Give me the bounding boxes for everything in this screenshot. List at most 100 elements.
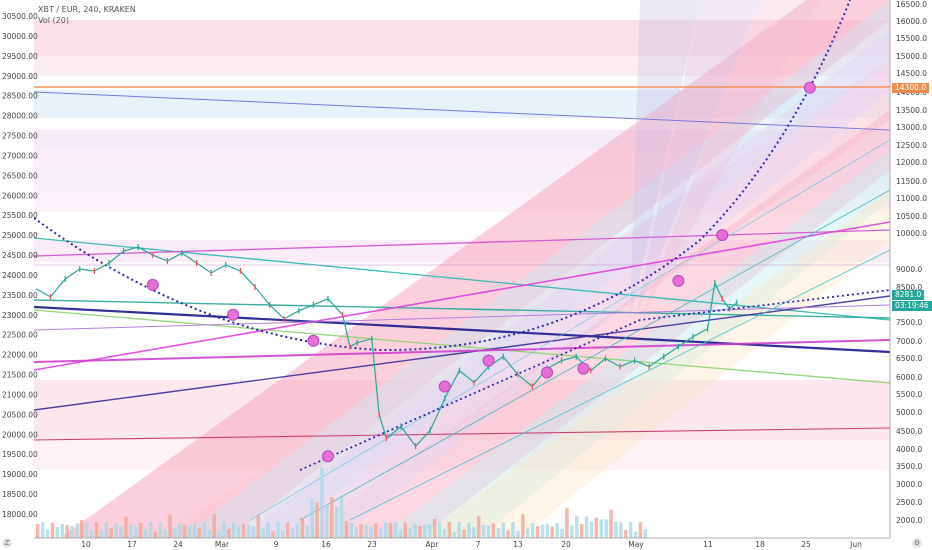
left-axis-tick-label: 29000.00 — [2, 72, 38, 81]
right-axis-tick-label: 13000.0 — [896, 123, 927, 132]
pivot-marker — [541, 366, 553, 379]
left-axis-tick-label: 23000.00 — [2, 311, 38, 320]
diagonal-band — [240, 30, 890, 538]
volume-bar — [85, 522, 89, 538]
left-axis-tick-label: 26500.00 — [2, 171, 38, 180]
right-axis-tick-label: 15000.0 — [896, 52, 927, 61]
volume-bar — [236, 526, 241, 538]
volume-bar — [609, 509, 613, 538]
volume-bar — [545, 524, 550, 538]
left-axis-tick-label: 24500.00 — [2, 251, 38, 260]
volume-bar — [315, 502, 319, 538]
time-axis-tick-label: Apr — [426, 540, 440, 549]
volume-bar — [359, 524, 363, 538]
left-axis-tick-label: 28500.00 — [2, 92, 38, 101]
right-axis-tick-label: 15500.0 — [896, 34, 927, 43]
volume-bar — [80, 520, 84, 538]
time-axis-tick-label: 23 — [367, 540, 377, 549]
right-axis-tick-label: 8500.0 — [896, 283, 922, 292]
left-axis-tick-label: 26000.00 — [2, 191, 38, 200]
volume-bar — [457, 522, 461, 538]
price-tag-last-price: 8281.0 — [892, 290, 925, 300]
right-axis-tick-label: 6500.0 — [896, 354, 922, 363]
volume-bar — [589, 521, 594, 538]
diagonal-band — [300, 110, 890, 538]
volume-bar — [383, 522, 388, 538]
volume-bar — [393, 522, 398, 538]
pivot-marker — [716, 229, 729, 242]
left-axis-tick-label: 21500.00 — [2, 371, 38, 380]
volume-bar — [75, 523, 79, 538]
right-axis-tick-label: 12000.0 — [896, 158, 927, 167]
right-axis-tick-label: 13500.0 — [896, 106, 927, 115]
left-axis-tick-label: 28000.00 — [2, 112, 38, 121]
timezone-icon[interactable]: Z — [2, 538, 12, 548]
right-axis-tick-label: 7000.0 — [896, 337, 922, 346]
volume-bar — [501, 522, 505, 538]
right-axis-tick-label: 5500.0 — [896, 390, 922, 399]
volume-bar — [129, 524, 133, 538]
volume-bar — [594, 517, 599, 538]
volume-bar — [212, 514, 216, 538]
volume-bar — [310, 498, 314, 538]
fibonacci-bands — [34, 0, 890, 538]
volume-bar — [398, 530, 403, 538]
volume-bar — [300, 517, 305, 538]
trend-line — [34, 304, 890, 331]
volume-bar — [320, 467, 324, 538]
volume-bar — [222, 522, 226, 538]
volume-bar — [330, 497, 334, 538]
symbol-label[interactable]: XBT / EUR, 240, KRAKEN — [38, 5, 136, 14]
volume-bar — [530, 523, 535, 538]
volume-bar — [526, 528, 530, 538]
right-axis-tick-label: 11500.0 — [896, 177, 927, 186]
time-axis-tick-label: 18 — [755, 540, 765, 549]
left-axis-tick-label: 30000.00 — [2, 32, 38, 41]
volume-bar — [163, 529, 167, 538]
trend-line — [249, 139, 890, 521]
volume-bar — [187, 525, 192, 538]
volume-indicator-label[interactable]: Vol (20) — [38, 16, 69, 25]
pivot-marker — [803, 81, 816, 94]
volume-bar — [143, 529, 148, 538]
left-axis-tick-label: 19500.00 — [2, 450, 38, 459]
right-axis-tick-label: 4500.0 — [896, 427, 922, 436]
volume-bar — [281, 530, 285, 538]
time-axis-tick-label: 10 — [81, 540, 91, 549]
time-axis-tick-label: Jun — [849, 540, 862, 549]
fan-band — [630, 0, 700, 320]
volume-bar — [633, 531, 638, 538]
left-axis-tick-label: 27500.00 — [2, 132, 38, 141]
pivot-marker — [146, 278, 159, 291]
volume-bar — [437, 522, 442, 538]
volume-bar — [432, 518, 437, 538]
volume-bar — [217, 531, 221, 538]
volume-bar — [40, 522, 45, 538]
time-axis-tick-label: 9 — [274, 540, 279, 549]
volume-bar — [428, 524, 432, 538]
volume-bar — [232, 523, 236, 538]
volume-bar — [570, 525, 574, 538]
time-axis-tick-label: 11 — [703, 540, 713, 549]
volume-bar — [462, 529, 466, 538]
diagonal-band — [180, 0, 890, 538]
volume-bar — [418, 525, 422, 538]
right-axis-tick-label: 4000.0 — [896, 445, 922, 454]
right-axis-tick-label: 9000.0 — [896, 265, 922, 274]
right-axis-tick-label: 11000.0 — [896, 194, 927, 203]
volume-bars — [36, 467, 648, 538]
volume-bar — [153, 531, 158, 538]
gear-icon[interactable]: ⚙ — [912, 538, 922, 548]
horizontal-band — [34, 56, 890, 76]
volume-bar — [408, 528, 412, 538]
diagonal-band — [160, 60, 890, 538]
left-axis-tick-label: 25500.00 — [2, 211, 38, 220]
trend-line — [34, 221, 890, 371]
time-axis-tick-label: 7 — [476, 540, 481, 549]
volume-bar — [349, 522, 354, 538]
trend-line — [34, 427, 890, 441]
price-tag-horizontal-line: 14300.0 — [892, 83, 930, 93]
volume-bar — [379, 528, 383, 538]
volume-bar — [173, 527, 177, 538]
